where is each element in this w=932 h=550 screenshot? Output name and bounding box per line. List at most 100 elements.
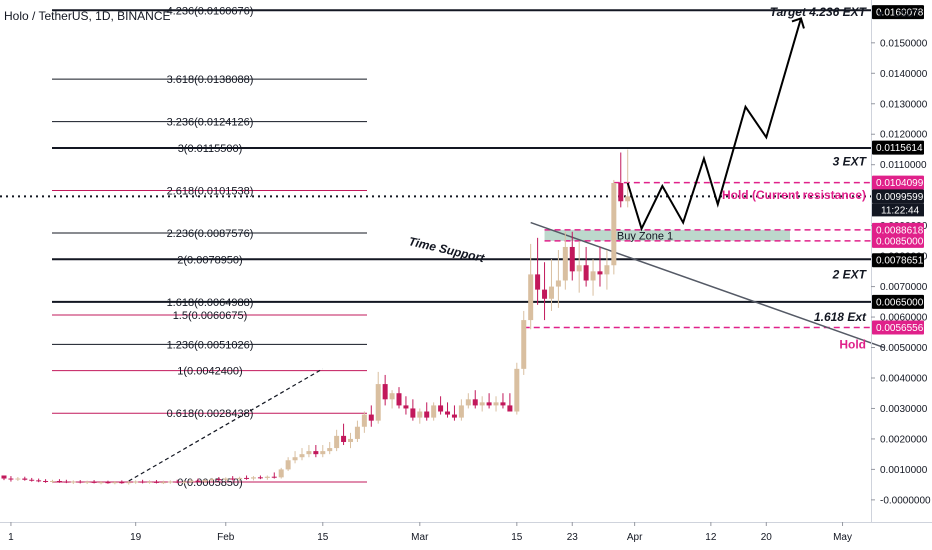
candle-body [77, 481, 83, 483]
candle-body [618, 182, 624, 202]
candles-layer [1, 149, 631, 485]
fib-label: 1.236(0.0051026) [167, 339, 254, 351]
candle-body [271, 476, 277, 478]
price-badge-label: 0.0078651 [876, 256, 924, 267]
fib-label: 3.236(0.0124126) [167, 117, 254, 129]
x-tick-label: 1 [8, 532, 14, 543]
candle-body [244, 477, 250, 479]
annotation-label: Target 4.236 EXT [770, 5, 868, 19]
x-tick-label: 20 [761, 532, 773, 543]
axis-menu-icon[interactable]: ▾ [878, 9, 883, 20]
y-tick-label: 0.0130000 [880, 99, 928, 110]
candle-body [292, 457, 298, 461]
y-tick-label: 0.0020000 [880, 434, 928, 445]
candle-body [29, 479, 35, 481]
x-tick-label: Mar [411, 532, 429, 543]
currency-label[interactable]: USDT [893, 9, 920, 20]
annotation-label: Hold [839, 337, 866, 351]
candle-body [112, 482, 118, 484]
candle-body [389, 393, 395, 400]
candle-body [70, 481, 76, 483]
candle-body [140, 481, 146, 483]
candle-body [278, 469, 284, 478]
candle-body [299, 454, 305, 458]
countdown-label: 11:22:44 [881, 205, 920, 216]
candle-body [375, 384, 381, 421]
candle-body [167, 481, 173, 483]
y-tick-label: 0.0120000 [880, 130, 928, 141]
candle-body [438, 405, 444, 412]
countdown-badge [872, 203, 924, 217]
candle-body [216, 479, 222, 481]
candle-body [160, 482, 166, 484]
candle-body [500, 402, 506, 406]
candle-body [84, 481, 90, 483]
price-badge-label: 0.0085000 [876, 236, 924, 247]
price-badge [872, 320, 924, 335]
time-axis[interactable]: 1 19 Feb 15 Mar 15 23 Apr 12 20 May [8, 522, 852, 543]
candle-body [56, 480, 62, 482]
fib-label: 1(0.0042400) [177, 366, 242, 378]
price-badge [872, 233, 924, 248]
candle-body [625, 196, 631, 202]
y-tick-label: 0.0010000 [880, 465, 928, 476]
x-tick-label: 15 [511, 532, 523, 543]
candle-body [22, 478, 28, 480]
chart-title: Holo / TetherUS, 1D, BINANCE [4, 9, 171, 23]
candle-body [195, 480, 201, 482]
candle-body [264, 476, 270, 478]
candle-body [1, 475, 7, 479]
y-tick-label: 0.0040000 [880, 373, 928, 384]
price-badge [872, 253, 924, 268]
candle-body [327, 448, 333, 452]
candle-body [424, 411, 430, 418]
candle-body [230, 478, 236, 480]
candle-body [368, 414, 374, 421]
candle-body [250, 477, 256, 479]
candle-body [431, 405, 437, 418]
candle-body [202, 480, 208, 482]
candle-body [15, 478, 21, 480]
candle-body [285, 460, 291, 470]
candle-body [493, 402, 499, 406]
candle-body [237, 477, 243, 480]
y-tick-label: 0.0150000 [880, 38, 928, 49]
fib-label: 2(0.0078950) [177, 254, 242, 266]
candle-body [528, 274, 534, 321]
candle-body [562, 246, 568, 281]
candle-body [507, 405, 513, 412]
candle-body [361, 414, 367, 427]
candle-body [410, 408, 416, 418]
candle-body [257, 477, 263, 479]
fib-label: 4.236(0.0160676) [167, 5, 254, 17]
candle-body [465, 399, 471, 406]
price-badge [872, 140, 924, 155]
fib-label: 0.618(0.0028438) [167, 408, 254, 420]
candle-body [479, 402, 485, 406]
candle-body [119, 482, 125, 484]
candle-body [611, 182, 617, 266]
candle-body [50, 480, 56, 482]
x-tick-label: 23 [567, 532, 579, 543]
price-badge [872, 175, 924, 190]
fib-label: 2.236(0.0087576) [167, 228, 254, 240]
dotted-trend-line [128, 368, 324, 482]
candle-body [91, 481, 97, 483]
candle-body [209, 479, 215, 481]
annotation-label: 3 EXT [833, 155, 868, 169]
x-tick-label: Apr [627, 532, 643, 543]
candle-body [583, 265, 589, 281]
buy-zone-rect [544, 229, 790, 241]
price-badge [872, 294, 924, 309]
candle-body [445, 411, 451, 415]
fib-label: 0(0.0005850) [177, 477, 242, 489]
candle-body [597, 271, 603, 275]
x-tick-label: May [833, 532, 852, 543]
candle-body [63, 481, 69, 483]
fib-label: 1.618(0.0064988) [167, 297, 254, 309]
candle-body [126, 482, 132, 484]
price-badges-layer: 0.0160078 0.0115614 0.0104099 0.0099599 0.00… [872, 5, 924, 335]
candle-body [147, 481, 153, 483]
